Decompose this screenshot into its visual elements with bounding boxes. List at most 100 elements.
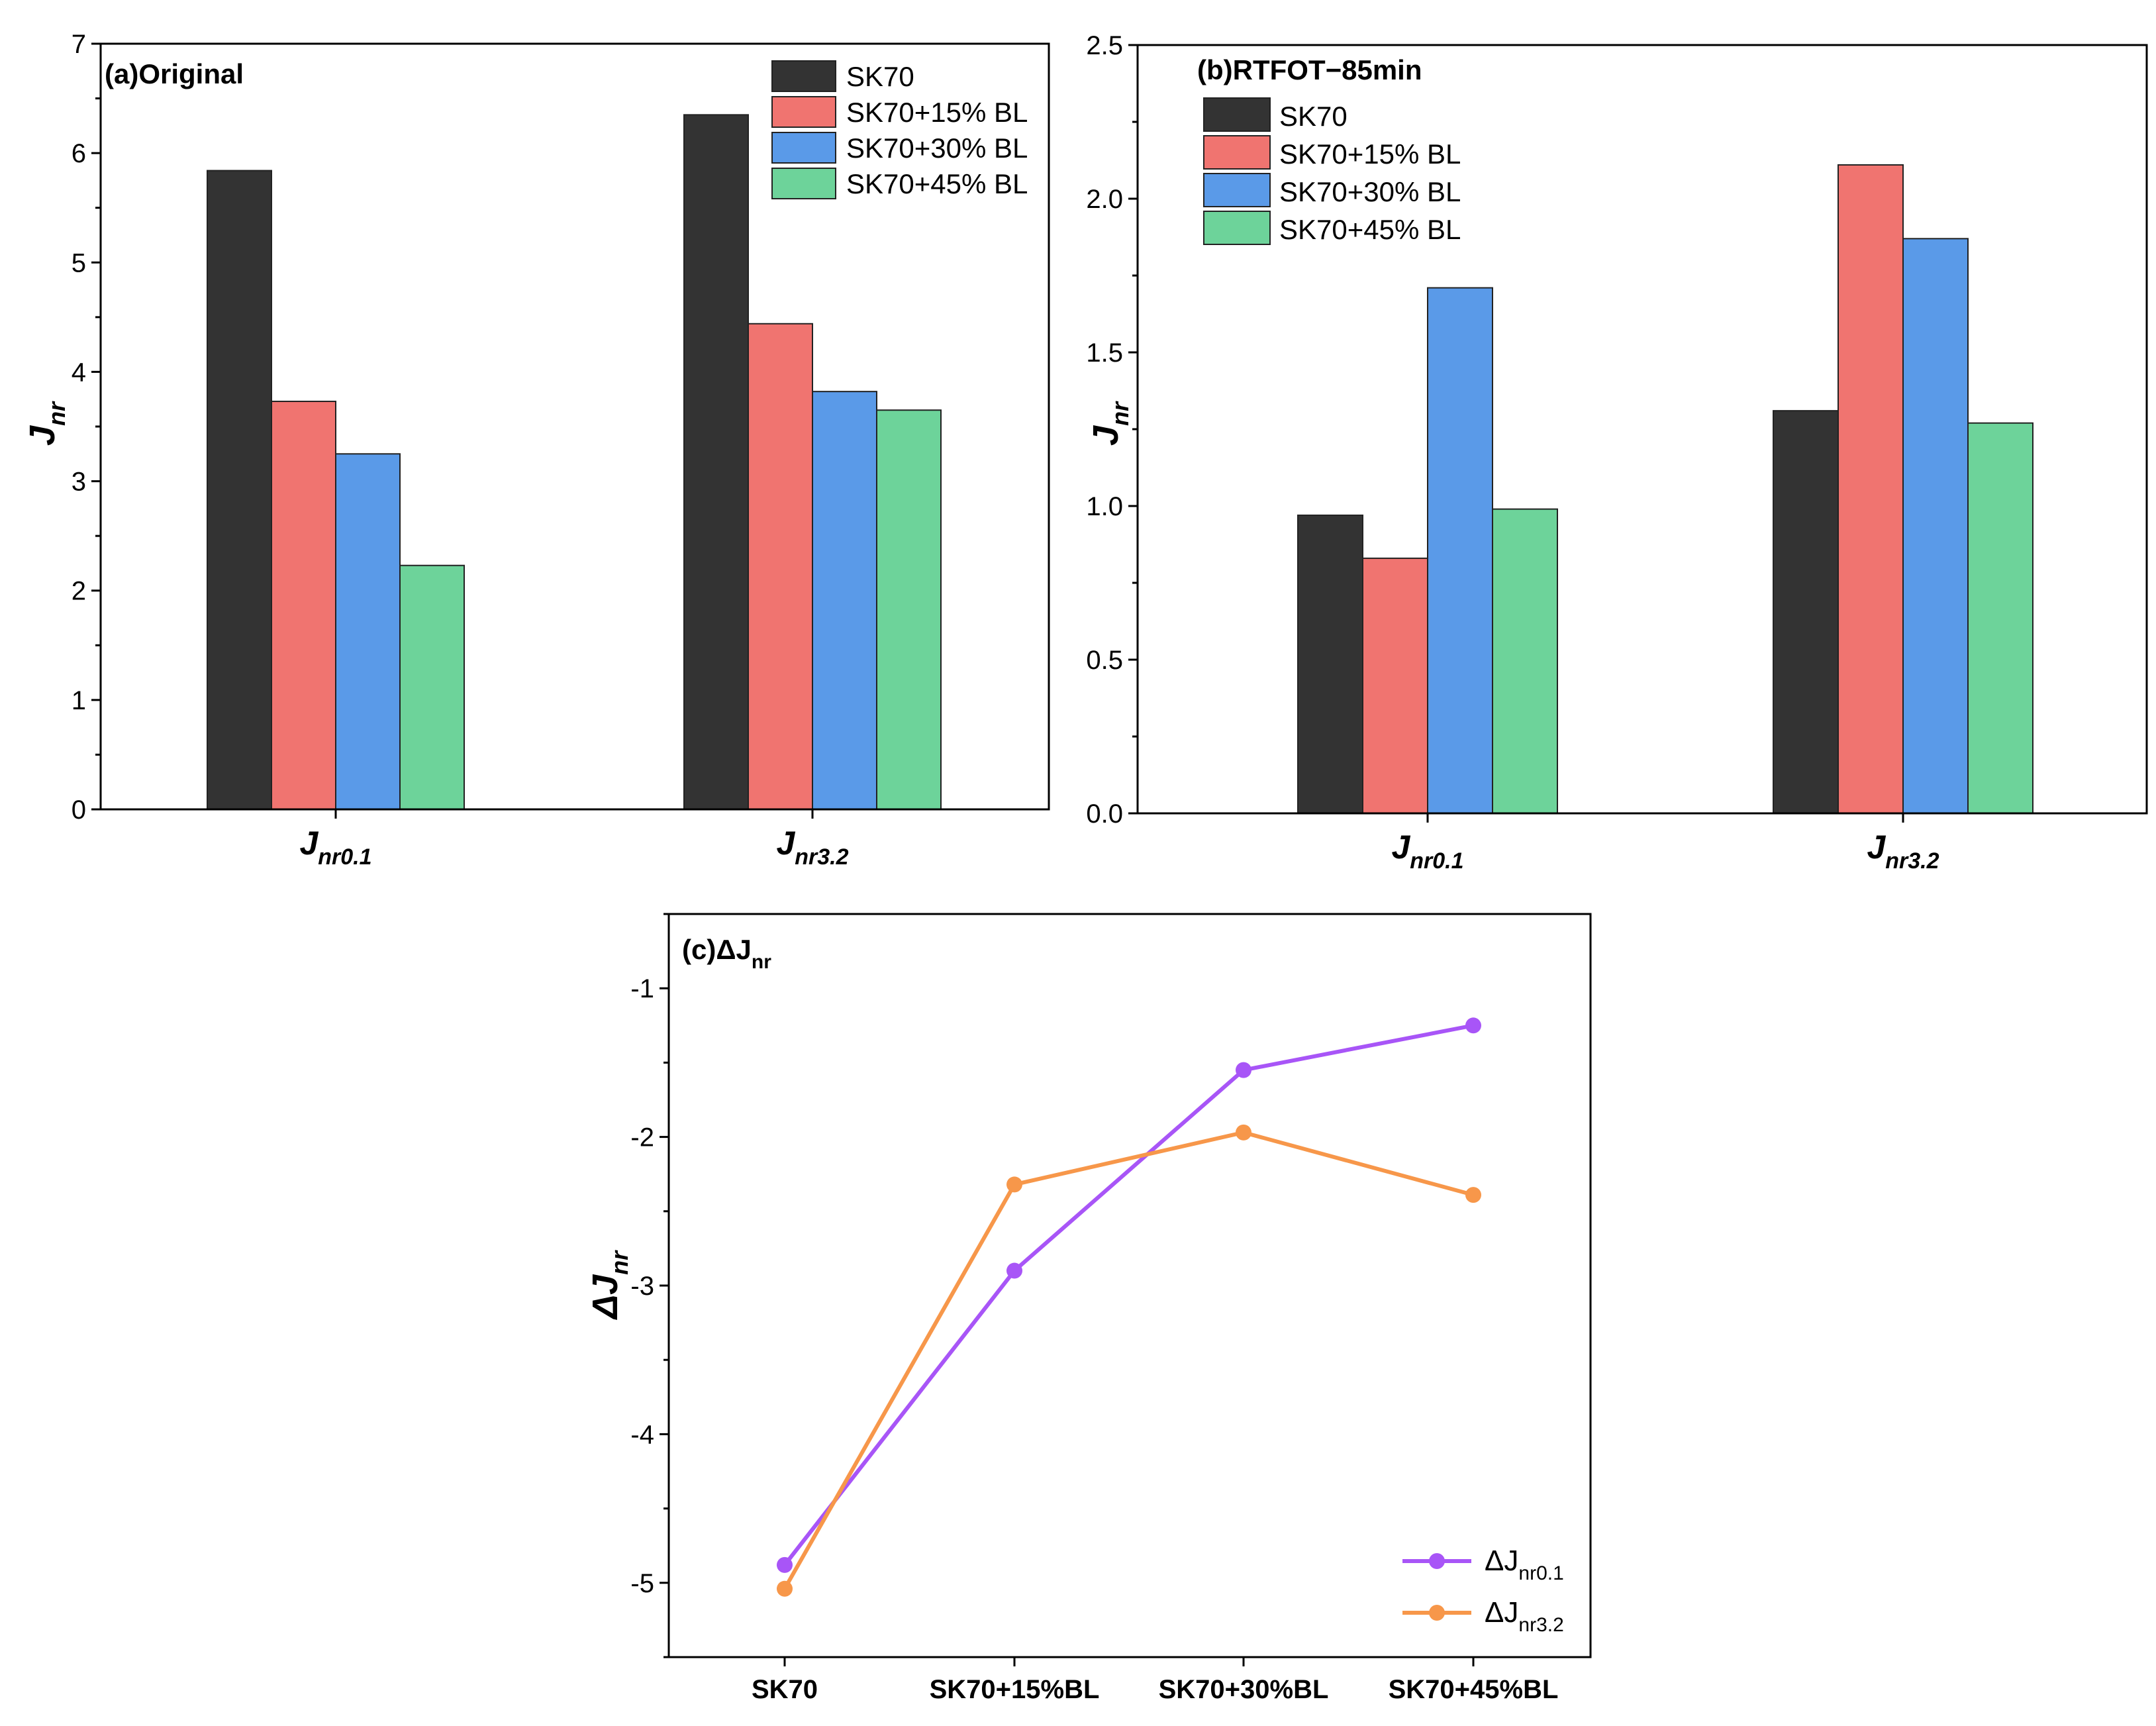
y-tick-label: 5 <box>72 248 86 278</box>
x-category-label: Jnr0.1 <box>299 825 371 870</box>
y-axis-label: Jnr <box>1086 401 1134 446</box>
x-category-label: Jnr3.2 <box>1867 829 1939 874</box>
series-line-0 <box>783 1023 1474 1566</box>
bar-b-s2-c0 <box>1427 287 1493 814</box>
y-tick-label: 3 <box>72 468 86 497</box>
legend-swatch <box>1203 97 1271 132</box>
legend-swatch <box>1203 173 1271 207</box>
line-chart-c: -5 -4 -3 -2 -1 SK70 SK70+15%BL SK70+30%BL SK70+4… <box>585 913 1592 1704</box>
legend-label: SK70+45% BL <box>846 168 1028 199</box>
x-category-label: SK70+45%BL <box>1389 1675 1559 1704</box>
legend-label: SK70+30% BL <box>846 132 1028 164</box>
series-1-point-2 <box>1236 1124 1251 1141</box>
x-category-label-sub: nr3.2 <box>795 844 848 870</box>
y-axis-label-text-sub: nr <box>43 401 70 426</box>
legend-label-sub: nr0.1 <box>1518 1562 1563 1584</box>
legend-swatch <box>1203 135 1271 170</box>
legend-label: SK70+15% BL <box>1279 138 1461 170</box>
legend-label: ΔJnr3.2 <box>1485 1596 1564 1636</box>
y-tick-label: 1.5 <box>1086 338 1123 368</box>
series-line-1 <box>783 1130 1474 1590</box>
bar-b-s3-c1 <box>1967 422 2034 814</box>
series-0-point-3 <box>1465 1017 1481 1034</box>
bar-a-s1-c1 <box>748 323 813 811</box>
x-category-label: SK70+30%BL <box>1159 1675 1329 1704</box>
y-axis-label: ΔJnr <box>585 1250 633 1320</box>
bar-a-s0-c0 <box>207 170 272 810</box>
y-tick-label: 0.0 <box>1086 799 1123 829</box>
legend-label: SK70+30% BL <box>1279 176 1461 207</box>
series-0-point-0 <box>777 1556 793 1573</box>
series-1-point-0 <box>777 1580 793 1597</box>
panel-title: (c)ΔJnr <box>682 934 771 973</box>
legend-swatch <box>771 168 836 199</box>
legend-swatch <box>1203 211 1271 245</box>
series-0-point-1 <box>1006 1262 1022 1279</box>
panel-title: (b)RTFOT−85min <box>1197 54 1422 85</box>
x-category-label-sub: nr0.1 <box>318 844 371 870</box>
x-category-label: SK70+15%BL <box>930 1675 1100 1704</box>
y-axis-label-text-main: ΔJ <box>585 1274 625 1320</box>
y-tick-label: 4 <box>72 358 86 387</box>
bar-a-s1-c0 <box>271 401 336 810</box>
legend-swatch <box>771 60 836 92</box>
legend-label-main: ΔJ <box>1485 1545 1518 1577</box>
legend-label: SK70+45% BL <box>1279 214 1461 245</box>
legend-label: SK70+15% BL <box>846 97 1028 128</box>
legend-label: SK70 <box>1279 101 1348 132</box>
x-category-label-main: J <box>1391 829 1410 866</box>
bar-a-s3-c1 <box>876 409 942 810</box>
y-tick-label: -1 <box>630 974 654 1003</box>
y-tick-label: 1.0 <box>1086 492 1123 521</box>
panel-title-main: (c)ΔJ <box>682 934 752 965</box>
legend-swatch <box>771 96 836 128</box>
y-axis-label-text-main: J <box>1086 425 1126 446</box>
series-1-point-3 <box>1465 1187 1481 1203</box>
legend: SK70 SK70+15% BL SK70+30% BL SK70+45% BL <box>1203 97 1461 245</box>
x-category-label: Jnr3.2 <box>776 825 848 870</box>
bar-a-s2-c1 <box>812 391 877 810</box>
y-axis-label-text-sub: nr <box>1106 401 1134 426</box>
x-category-label-main: J <box>1867 829 1886 866</box>
bar-b-s2-c1 <box>1902 238 1969 814</box>
legend-marker <box>1429 1605 1445 1621</box>
legend-label-main: ΔJ <box>1485 1596 1518 1629</box>
bar-b-s0-c0 <box>1297 514 1363 814</box>
bar-a-s0-c1 <box>683 114 749 810</box>
x-category-label: SK70 <box>752 1675 818 1704</box>
y-tick-label: 2.5 <box>1086 31 1123 60</box>
legend: SK70 SK70+15% BL SK70+30% BL SK70+45% BL <box>771 60 1028 199</box>
y-axis-label: Jnr <box>23 401 70 446</box>
x-category-label-sub: nr0.1 <box>1410 848 1463 874</box>
series-0-point-2 <box>1236 1062 1251 1078</box>
bar-b-s3-c0 <box>1492 508 1558 814</box>
y-axis-label-text: Jnr <box>23 401 70 446</box>
legend-label: SK70 <box>846 61 914 92</box>
y-axis-label-text: ΔJnr <box>585 1250 633 1320</box>
bar-a-s3-c0 <box>399 564 465 811</box>
bar-a-s2-c0 <box>335 453 401 810</box>
y-tick-label: 6 <box>72 139 86 168</box>
legend-marker <box>1429 1553 1445 1569</box>
x-category-label-main: J <box>776 825 795 862</box>
y-tick-label: -3 <box>630 1272 654 1301</box>
legend-label-sub: nr3.2 <box>1518 1614 1563 1636</box>
legend-swatch <box>771 132 836 164</box>
x-category-label-main: J <box>299 825 318 862</box>
y-tick-label: 2.0 <box>1086 185 1123 214</box>
legend-label: ΔJnr0.1 <box>1485 1545 1564 1584</box>
y-tick-label: -5 <box>630 1569 654 1598</box>
y-tick-label: 7 <box>72 30 86 59</box>
y-tick-label: 0 <box>72 795 86 825</box>
y-tick-label: -4 <box>630 1420 654 1449</box>
y-axis-label-text-main: J <box>23 425 62 446</box>
panel-title: (a)Original <box>105 58 244 89</box>
y-tick-label: 1 <box>72 686 86 715</box>
y-axis-label-text: Jnr <box>1086 401 1134 446</box>
y-tick-label: -2 <box>630 1123 654 1152</box>
x-category-label-sub: nr3.2 <box>1885 848 1939 874</box>
y-axis-label-text-sub: nr <box>606 1250 633 1275</box>
x-category-label: Jnr0.1 <box>1391 829 1463 874</box>
